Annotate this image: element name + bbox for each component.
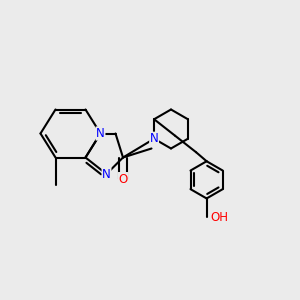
Text: N: N (150, 132, 158, 145)
Text: N: N (96, 127, 105, 140)
Text: OH: OH (210, 211, 228, 224)
Text: O: O (118, 172, 127, 186)
Text: N: N (102, 167, 111, 181)
